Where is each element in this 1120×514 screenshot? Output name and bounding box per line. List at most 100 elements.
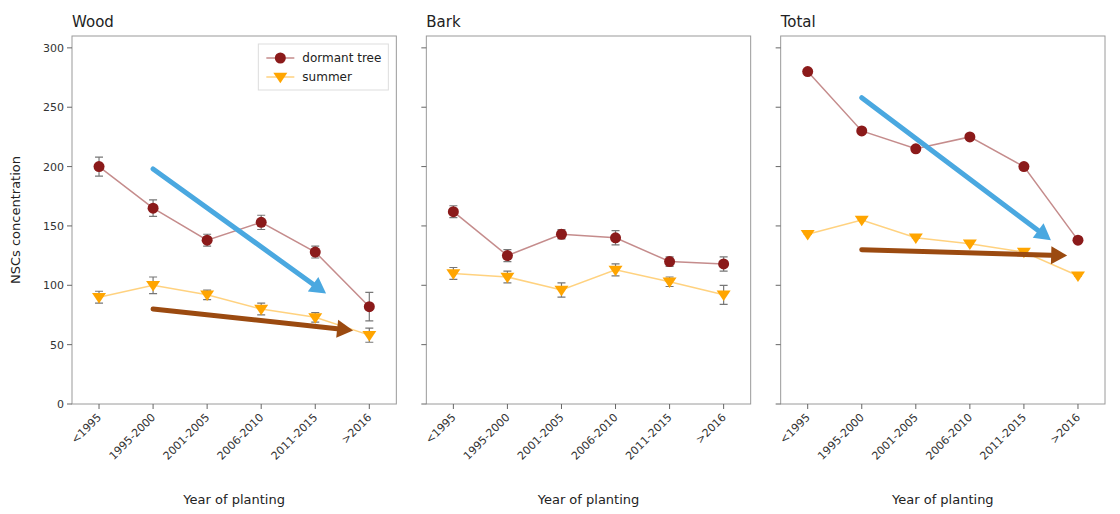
x-tick [1077, 404, 1078, 409]
y-tick [421, 344, 426, 345]
marker [663, 278, 677, 289]
marker [855, 216, 869, 227]
marker [500, 273, 514, 284]
data-area [446, 206, 730, 305]
y-tick-label: 0 [57, 398, 64, 411]
y-tick-label: 200 [43, 161, 64, 174]
arrow-shaft [153, 309, 337, 329]
arrow [862, 246, 1067, 264]
x-tick [153, 404, 154, 409]
x-tick [453, 404, 454, 409]
y-tick-label: 300 [43, 42, 64, 55]
x-tick-label: >2016 [693, 411, 729, 447]
data-area [801, 66, 1085, 282]
marker [801, 230, 815, 241]
y-tick [421, 47, 426, 48]
x-tick [369, 404, 370, 409]
arrow-shaft [862, 98, 1038, 231]
x-tick-label: 2006-2010 [215, 411, 267, 463]
x-tick [669, 404, 670, 409]
x-tick [723, 404, 724, 409]
legend-label: dormant tree [302, 51, 381, 65]
arrow-shaft [153, 169, 313, 284]
y-tick [776, 107, 781, 108]
series-line [99, 167, 369, 307]
arrow [862, 98, 1051, 240]
x-tick [261, 404, 262, 409]
marker [664, 256, 675, 267]
x-tick-label: >2016 [1048, 411, 1084, 447]
y-tick [421, 404, 426, 405]
marker [554, 286, 568, 297]
marker [200, 291, 214, 302]
legend-marker [275, 53, 286, 64]
x-tick [861, 404, 862, 409]
y-tick [67, 225, 72, 226]
x-tick [615, 404, 616, 409]
x-tick [507, 404, 508, 409]
y-tick [67, 166, 72, 167]
x-tick-label: 1995-2000 [107, 411, 159, 463]
x-tick-label: <1995 [69, 411, 105, 447]
y-tick [421, 166, 426, 167]
y-axis-label: NSCs concentration [8, 156, 23, 284]
y-tick-label: 150 [43, 220, 64, 233]
legend-box [258, 44, 388, 90]
x-tick-label: >2016 [339, 411, 375, 447]
marker [148, 203, 159, 214]
marker [802, 66, 813, 77]
series-line [99, 285, 369, 335]
y-tick [67, 107, 72, 108]
plot-frame [781, 36, 1105, 404]
marker [308, 313, 322, 324]
series-line [453, 270, 723, 295]
x-tick [99, 404, 100, 409]
y-tick [67, 47, 72, 48]
panel: <19951995-20002001-20052006-20102011-201… [421, 13, 750, 507]
plot-frame [72, 36, 396, 404]
panel: <19951995-20002001-20052006-20102011-201… [776, 13, 1105, 507]
title: Bark [426, 13, 461, 31]
y-tick [67, 285, 72, 286]
x-tick-label: <1995 [777, 411, 813, 447]
x-axis-label: Year of planting [537, 492, 640, 507]
y-tick [421, 285, 426, 286]
marker [718, 258, 729, 269]
marker [256, 217, 267, 228]
data-area [92, 157, 376, 342]
x-tick [807, 404, 808, 409]
arrow-head [1033, 223, 1051, 240]
x-tick-label: 2006-2010 [923, 411, 975, 463]
plot-frame [426, 36, 750, 404]
y-tick [421, 107, 426, 108]
y-tick [67, 344, 72, 345]
marker [94, 161, 105, 172]
x-tick [561, 404, 562, 409]
y-tick [776, 404, 781, 405]
marker [1072, 235, 1083, 246]
y-tick-label: 50 [50, 339, 64, 352]
x-tick-label: 2011-2015 [269, 411, 321, 463]
marker [963, 240, 977, 251]
x-tick [915, 404, 916, 409]
y-tick [67, 404, 72, 405]
marker [502, 250, 513, 261]
y-tick [776, 344, 781, 345]
marker [1071, 272, 1085, 283]
x-tick-label: 2001-2005 [161, 411, 213, 463]
marker [609, 266, 623, 277]
panel: 050100150200250300<19951995-20002001-200… [8, 13, 396, 507]
y-tick [776, 47, 781, 48]
legend-label: summer [302, 70, 352, 84]
x-tick-label: 2001-2005 [515, 411, 567, 463]
chart-root: 050100150200250300<19951995-20002001-200… [0, 0, 1120, 514]
arrow-head [308, 277, 326, 294]
x-tick-label: 2011-2015 [623, 411, 675, 463]
title: Total [780, 13, 816, 31]
marker [909, 234, 923, 245]
arrow [153, 309, 353, 338]
marker [910, 143, 921, 154]
x-tick [1023, 404, 1024, 409]
arrow [153, 169, 326, 294]
series-line [453, 212, 723, 264]
